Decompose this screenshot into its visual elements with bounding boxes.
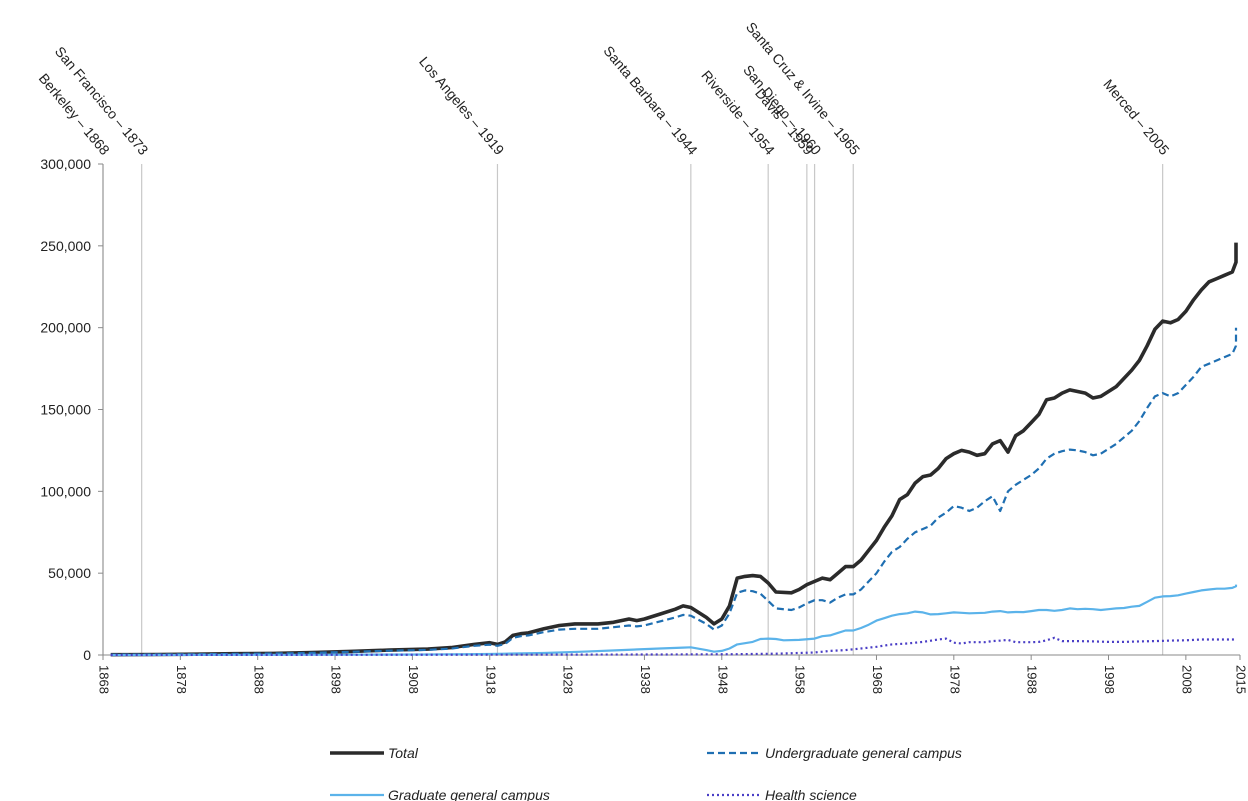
series-line-graduate-general-campus bbox=[110, 584, 1238, 657]
event-label: Los Angeles – 1919 bbox=[416, 53, 507, 158]
legend-label: Undergraduate general campus bbox=[765, 745, 962, 761]
x-tick-label: 2015 bbox=[1234, 665, 1248, 694]
x-tick-label: 1878 bbox=[174, 665, 189, 694]
x-tick-label: 1958 bbox=[793, 665, 808, 694]
series-line-undergraduate-general-campus bbox=[110, 327, 1238, 656]
y-tick-label: 200,000 bbox=[40, 320, 91, 336]
legend-label: Health science bbox=[765, 787, 857, 801]
y-tick-label: 100,000 bbox=[40, 483, 91, 499]
y-tick-label: 250,000 bbox=[40, 238, 91, 254]
x-tick-label: 1888 bbox=[251, 665, 266, 694]
legend-label: Total bbox=[388, 745, 419, 761]
event-label: Merced – 2005 bbox=[1100, 76, 1172, 158]
x-tick-label: 1938 bbox=[638, 665, 653, 694]
x-tick-label: 1898 bbox=[329, 665, 344, 694]
y-tick-label: 300,000 bbox=[40, 156, 91, 172]
x-tick-label: 1978 bbox=[947, 665, 962, 694]
series-lines bbox=[110, 242, 1238, 657]
x-tick-label: 2008 bbox=[1179, 665, 1194, 694]
x-tick-label: 1988 bbox=[1025, 665, 1040, 694]
y-tick-label: 0 bbox=[83, 647, 91, 663]
x-tick-label: 1998 bbox=[1102, 665, 1117, 694]
campus-founding-lines bbox=[102, 164, 1164, 655]
y-tick-label: 150,000 bbox=[40, 402, 91, 418]
event-label: Berkeley – 1868 bbox=[36, 70, 113, 158]
y-tick-label: 50,000 bbox=[48, 565, 91, 581]
x-axis: 1868 1878 1888 1898 1908 1918 1928 1938 1948 1958… bbox=[97, 654, 1248, 694]
series-line-total bbox=[110, 242, 1238, 657]
x-tick-label: 1948 bbox=[715, 665, 730, 694]
x-tick-label: 1968 bbox=[870, 665, 885, 694]
x-tick-label: 1908 bbox=[406, 665, 421, 694]
legend-label: Graduate general campus bbox=[388, 787, 550, 801]
legend: Total Undergraduate general campus Graduat… bbox=[330, 745, 962, 801]
x-tick-label: 1928 bbox=[561, 665, 576, 694]
event-label: Santa Barbara – 1944 bbox=[600, 43, 700, 158]
x-tick-label: 1868 bbox=[97, 665, 112, 694]
y-axis: 0 50,000 100,000 150,000 200,000 250,000 300,0… bbox=[40, 156, 104, 663]
x-tick-label: 1918 bbox=[483, 665, 498, 694]
